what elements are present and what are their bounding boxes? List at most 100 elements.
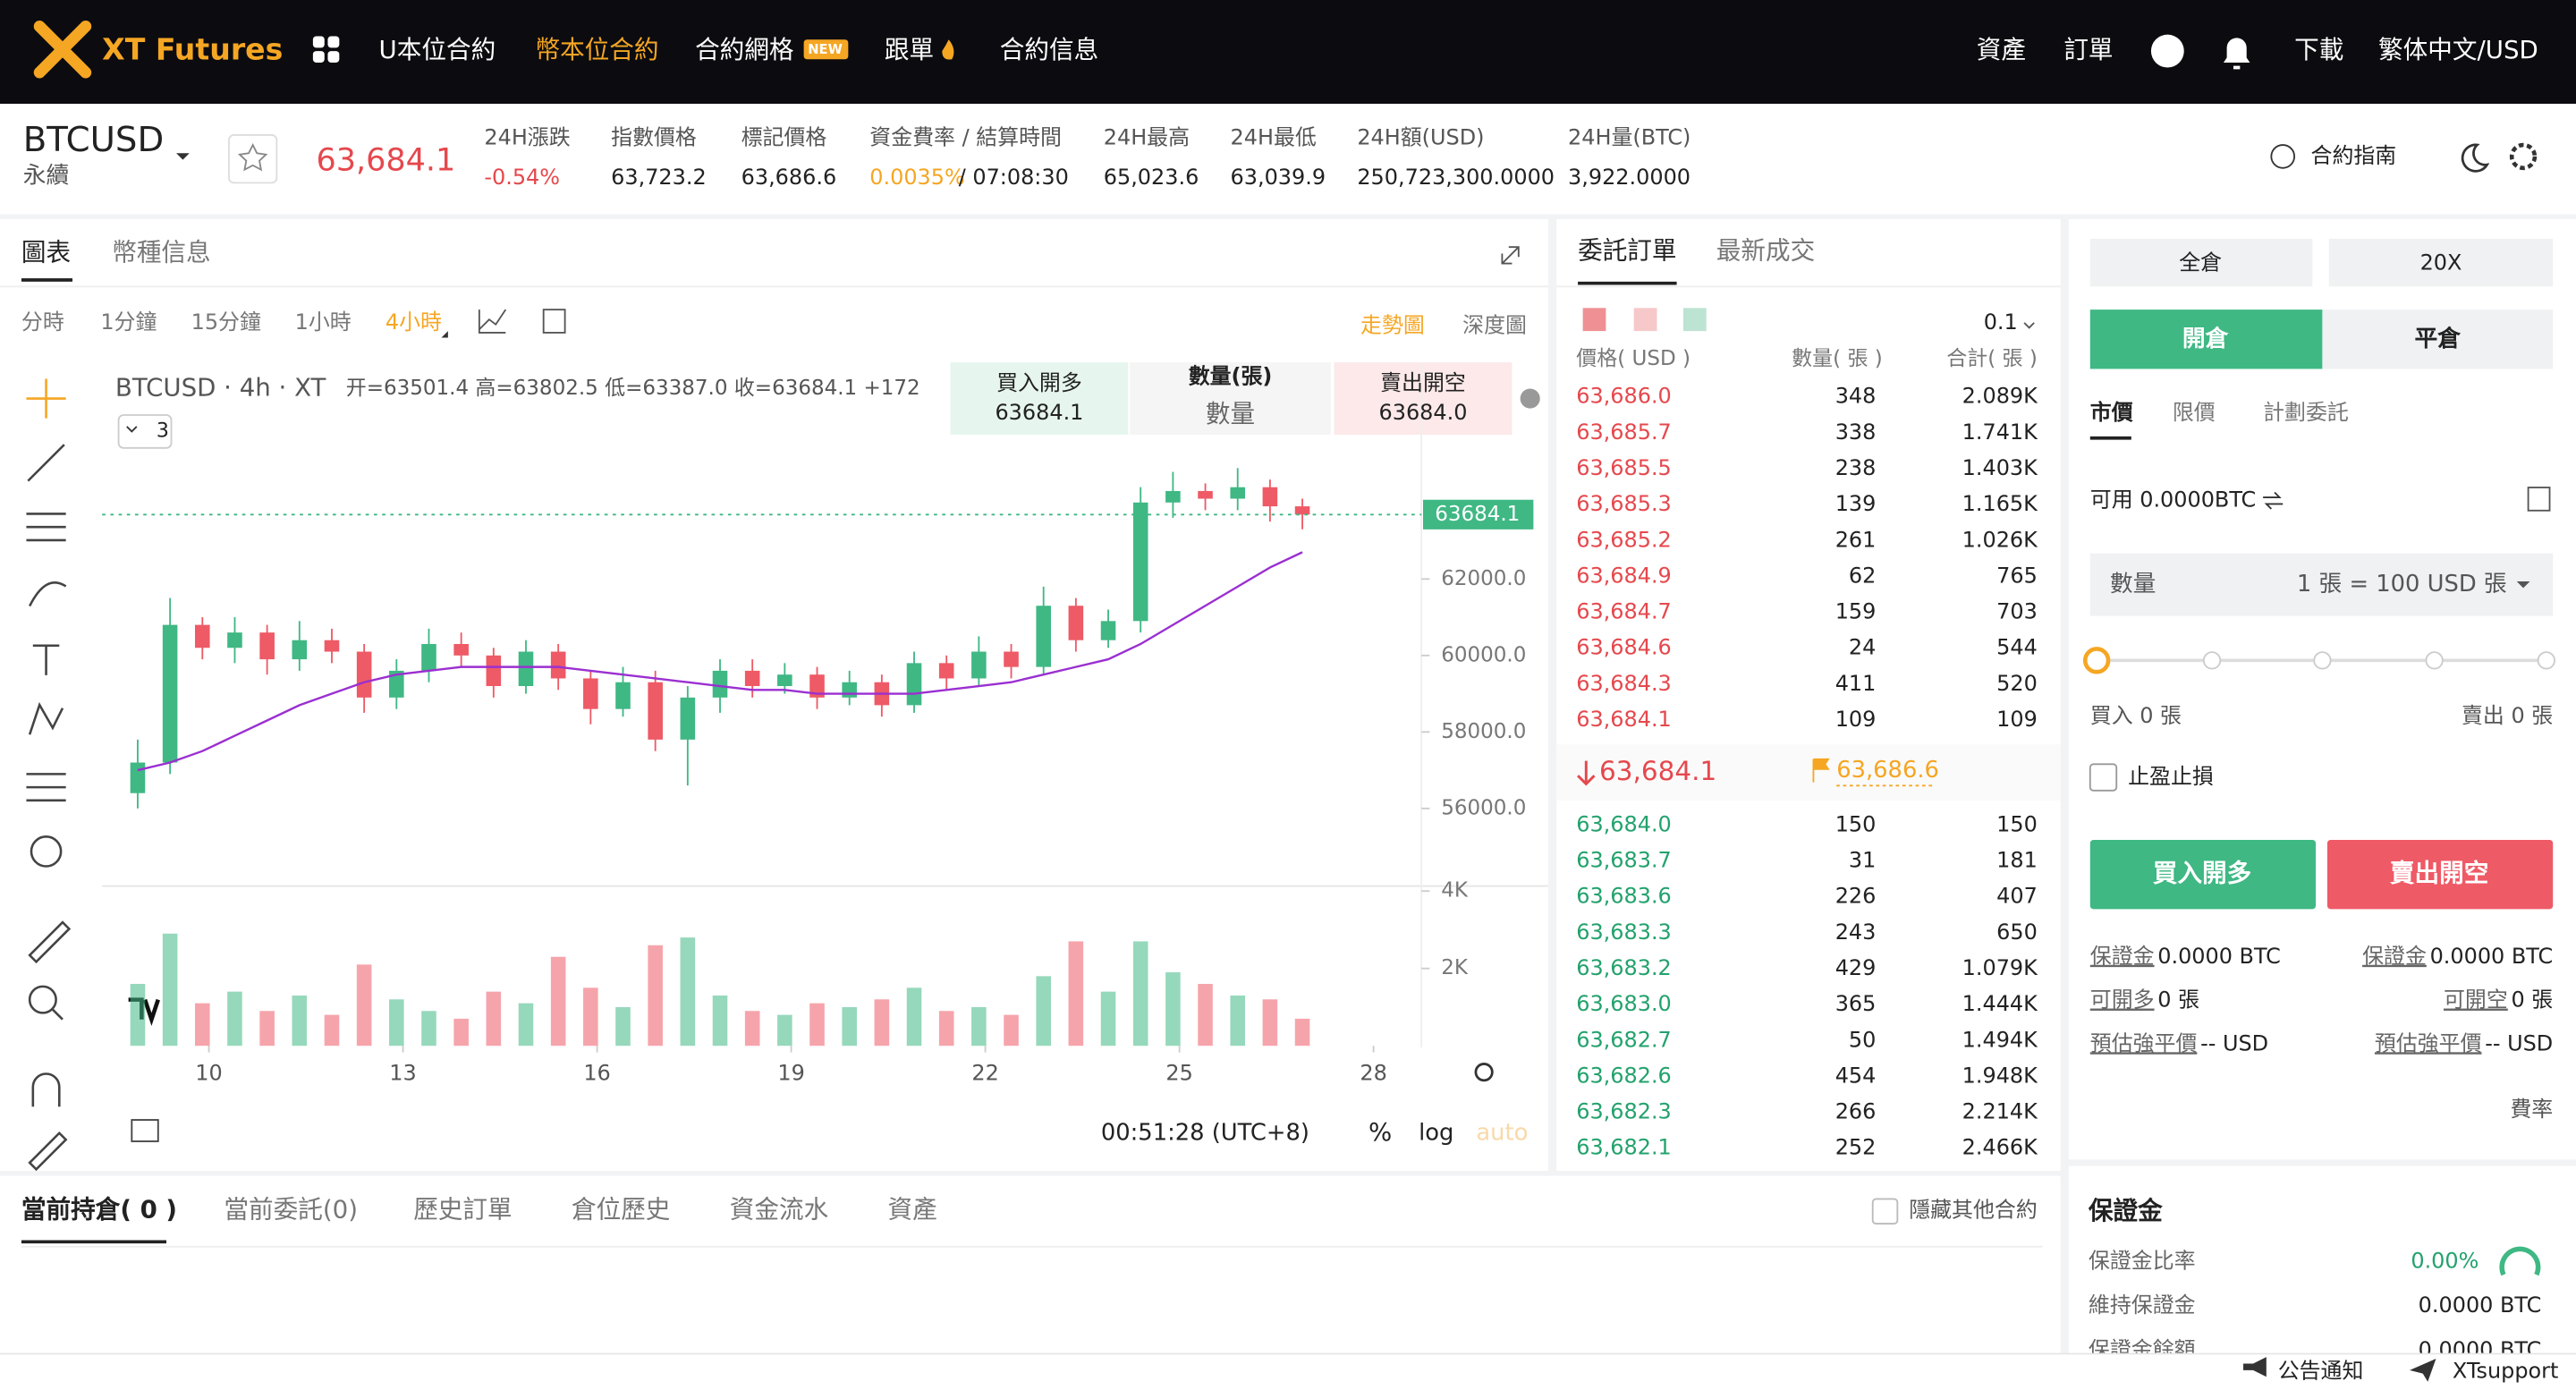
nav-item[interactable]: 幣本位合約 [535, 35, 658, 64]
settings-icon[interactable] [2509, 142, 2538, 171]
avatar[interactable] [2150, 34, 2184, 68]
apps-icon[interactable] [312, 36, 340, 63]
book-price[interactable]: 63,683.6 [1576, 884, 1672, 909]
open-tab[interactable] [2089, 309, 2323, 369]
book-price[interactable]: 63,684.6 [1576, 635, 1672, 660]
qty-unit[interactable]: 1 張 = 100 USD 張 [2297, 571, 2507, 598]
header-link[interactable]: 訂單 [2063, 35, 2113, 64]
slider-handle[interactable] [2082, 647, 2111, 674]
book-price[interactable]: 63,684.3 [1576, 671, 1672, 696]
tpsl-checkbox[interactable] [2089, 763, 2118, 792]
quick-sell-button[interactable] [1334, 362, 1513, 436]
book-price[interactable]: 63,685.7 [1576, 420, 1672, 445]
view-tab[interactable]: 走勢圖 [1360, 313, 1425, 338]
indicator-icon[interactable] [478, 309, 507, 334]
positions-tab[interactable]: 當前委託(0) [224, 1194, 358, 1224]
buy-button[interactable] [2089, 840, 2317, 910]
close-tab[interactable] [2322, 309, 2554, 369]
announce-icon[interactable] [2243, 1357, 2267, 1377]
margin-mode-select[interactable] [2089, 238, 2313, 287]
book-price[interactable]: 63,685.5 [1576, 455, 1672, 480]
interval[interactable]: 4小時 [386, 309, 442, 335]
positions-tab[interactable]: 當前持倉( 0 ) [21, 1194, 177, 1224]
book-price[interactable]: 63,682.7 [1576, 1027, 1672, 1052]
interval[interactable]: 1小時 [295, 309, 352, 335]
footer-link[interactable]: 公告通知 [2278, 1359, 2364, 1384]
scale-option[interactable]: % [1368, 1117, 1392, 1147]
theme-icon[interactable] [2461, 143, 2490, 173]
nav-item[interactable]: 跟單 [885, 35, 934, 64]
leverage[interactable]: 20X [2420, 250, 2462, 275]
nav-item[interactable]: 合約信息 [1000, 35, 1098, 64]
interval[interactable]: 1分鐘 [100, 309, 157, 335]
order-type[interactable]: 計劃委託 [2263, 400, 2349, 425]
guide-link[interactable]: 合約指南 [2311, 143, 2397, 168]
drawing-toolbar[interactable] [26, 378, 72, 1172]
qty-caret[interactable] [2516, 581, 2530, 589]
quick-qty-input[interactable] [1130, 362, 1331, 436]
positions-tab[interactable]: 資產 [888, 1194, 937, 1224]
book-price[interactable]: 63,685.3 [1576, 491, 1672, 516]
step-caret[interactable] [2023, 322, 2035, 329]
quick-buy-button[interactable] [950, 362, 1129, 436]
orderbook-tab[interactable]: 委託訂單 [1578, 236, 1676, 266]
expand-icon[interactable] [1501, 246, 1520, 265]
compare-icon[interactable] [131, 1119, 159, 1142]
orderbook-tab[interactable]: 最新成交 [1716, 236, 1815, 266]
side-tab[interactable]: 平倉 [2415, 325, 2462, 352]
book-price[interactable]: 63,682.3 [1576, 1099, 1672, 1124]
scale-option[interactable]: log [1419, 1119, 1453, 1146]
sell-button[interactable] [2326, 840, 2554, 910]
support-icon[interactable] [2410, 1359, 2436, 1382]
side-tab[interactable]: 開倉 [2182, 325, 2229, 352]
price-step[interactable]: 0.1 [1984, 309, 2018, 335]
header-link[interactable]: 繁体中文/USD [2378, 35, 2538, 64]
hide-others-checkbox[interactable] [1871, 1198, 1899, 1225]
buy-button-label[interactable]: 買入開多 [2153, 859, 2251, 888]
sell-button-label[interactable]: 賣出開空 [2390, 859, 2488, 888]
chart-tab[interactable]: 幣種信息 [112, 238, 210, 267]
slider-stops[interactable] [2202, 651, 2555, 670]
chart-settings-icon[interactable] [1474, 1063, 1494, 1082]
qty-input[interactable] [2089, 553, 2554, 616]
header-link[interactable]: 資產 [1977, 35, 2026, 64]
margin-mode[interactable]: 全倉 [2179, 250, 2222, 275]
symbol-caret[interactable] [176, 153, 190, 160]
nav-item[interactable]: U本位合約 [379, 35, 496, 64]
scale-option[interactable]: auto [1476, 1119, 1528, 1146]
bell-icon[interactable] [2223, 38, 2250, 70]
book-price[interactable]: 63,684.1 [1576, 707, 1672, 732]
nav-item[interactable]: 合約網格 [695, 35, 793, 64]
order-type[interactable]: 限價 [2173, 400, 2216, 425]
indicator-toggle[interactable] [117, 414, 173, 449]
book-price[interactable]: 63,683.2 [1576, 955, 1672, 980]
book-price[interactable]: 63,684.7 [1576, 599, 1672, 624]
footer-link[interactable]: XTsupport [2453, 1359, 2558, 1384]
tpsl-label[interactable]: 止盈止損 [2128, 764, 2214, 789]
book-price[interactable]: 63,683.7 [1576, 848, 1672, 873]
book-price[interactable]: 63,684.9 [1576, 563, 1672, 588]
order-type[interactable]: 市價 [2090, 400, 2133, 425]
positions-tab[interactable]: 資金流水 [730, 1194, 828, 1224]
leverage-select[interactable] [2328, 238, 2554, 287]
book-price[interactable]: 63,682.6 [1576, 1063, 1672, 1088]
book-price[interactable]: 63,684.0 [1576, 811, 1672, 836]
book-price[interactable]: 63,683.3 [1576, 920, 1672, 945]
chart-tab[interactable]: 圖表 [21, 238, 71, 267]
book-price[interactable]: 63,683.0 [1576, 991, 1672, 1016]
book-price[interactable]: 63,685.2 [1576, 527, 1672, 552]
calculator-icon[interactable] [2527, 487, 2551, 512]
book-price[interactable]: 63,686.0 [1576, 384, 1672, 409]
quick-close-icon[interactable] [1520, 388, 1540, 409]
favorite-button[interactable] [228, 134, 278, 184]
book-layout-icons[interactable] [1582, 308, 1707, 332]
interval[interactable]: 15分鐘 [191, 309, 261, 335]
template-icon[interactable] [542, 309, 566, 334]
view-tab[interactable]: 深度圖 [1462, 313, 1527, 338]
positions-tab[interactable]: 歷史訂單 [413, 1194, 512, 1224]
fee-link[interactable]: 費率 [2510, 1097, 2553, 1122]
header-link[interactable]: 下載 [2294, 35, 2343, 64]
interval[interactable]: 分時 [21, 309, 64, 335]
book-price[interactable]: 63,682.1 [1576, 1135, 1672, 1160]
transfer-icon[interactable] [2263, 491, 2284, 510]
